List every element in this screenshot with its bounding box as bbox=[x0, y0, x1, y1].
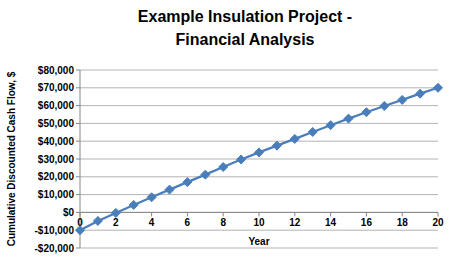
grid-line bbox=[80, 176, 438, 177]
x-tick bbox=[294, 212, 295, 216]
chart-title: Example Insulation Project - Financial An… bbox=[138, 8, 352, 48]
y-tick bbox=[76, 212, 80, 213]
x-tick-label: 6 bbox=[185, 217, 191, 228]
title-line: Example Insulation Project - bbox=[138, 8, 352, 25]
plot-area bbox=[76, 83, 443, 234]
y-tick-label: $60,000 bbox=[38, 100, 75, 111]
x-tick bbox=[151, 212, 152, 216]
x-tick-label: 8 bbox=[220, 217, 226, 228]
chart-container: Example Insulation Project - Financial An… bbox=[0, 0, 450, 263]
y-tick bbox=[76, 141, 80, 142]
data-point bbox=[183, 178, 192, 187]
grid-line bbox=[80, 159, 438, 160]
x-tick bbox=[223, 212, 224, 216]
x-tick-label: 16 bbox=[361, 217, 373, 228]
y-tick-label: $20,000 bbox=[38, 171, 75, 182]
y-tick bbox=[76, 70, 80, 71]
y-tick-label: -$10,000 bbox=[35, 225, 75, 236]
data-point bbox=[165, 185, 174, 194]
data-point bbox=[93, 216, 102, 225]
chart-svg: Example Insulation Project - Financial An… bbox=[0, 0, 450, 263]
y-tick-label: $30,000 bbox=[38, 154, 75, 165]
grid-line bbox=[80, 141, 438, 142]
y-tick bbox=[76, 87, 80, 88]
data-point bbox=[290, 134, 299, 143]
data-point bbox=[237, 155, 246, 164]
y-tick-label: $80,000 bbox=[38, 65, 75, 76]
x-tick-label: 2 bbox=[113, 217, 119, 228]
x-tick-label: 12 bbox=[289, 217, 301, 228]
y-tick-label: $0 bbox=[63, 207, 75, 218]
data-point bbox=[416, 89, 425, 98]
x-tick bbox=[402, 212, 403, 216]
x-axis-title: Year bbox=[248, 236, 269, 247]
x-tick bbox=[259, 212, 260, 216]
y-tick bbox=[76, 159, 80, 160]
data-line bbox=[80, 88, 438, 230]
grid-line bbox=[80, 70, 438, 71]
x-tick-label: 18 bbox=[397, 217, 409, 228]
title-line: Financial Analysis bbox=[175, 31, 314, 48]
x-tick-label: 14 bbox=[325, 217, 337, 228]
x-tick-label: 4 bbox=[149, 217, 155, 228]
y-tick bbox=[76, 123, 80, 124]
data-point bbox=[398, 95, 407, 104]
x-tick bbox=[438, 212, 439, 216]
x-tick bbox=[80, 212, 81, 216]
grid-line bbox=[80, 123, 438, 124]
data-point bbox=[434, 83, 443, 92]
y-tick-label: $40,000 bbox=[38, 136, 75, 147]
y-tick-label: $70,000 bbox=[38, 82, 75, 93]
data-point bbox=[272, 141, 281, 150]
data-point bbox=[111, 208, 120, 217]
data-point bbox=[308, 127, 317, 136]
data-point bbox=[344, 114, 353, 123]
data-point bbox=[147, 193, 156, 202]
x-tick bbox=[330, 212, 331, 216]
y-tick bbox=[76, 194, 80, 195]
data-point bbox=[201, 170, 210, 179]
x-tick-label: 10 bbox=[253, 217, 265, 228]
grid-line bbox=[80, 248, 438, 249]
y-tick bbox=[76, 248, 80, 249]
x-tick bbox=[366, 212, 367, 216]
y-tick bbox=[76, 176, 80, 177]
y-tick-label: $10,000 bbox=[38, 189, 75, 200]
x-tick bbox=[187, 212, 188, 216]
data-point bbox=[129, 200, 138, 209]
y-tick-label: $50,000 bbox=[38, 118, 75, 129]
data-point bbox=[326, 121, 335, 130]
grid-line bbox=[80, 87, 438, 88]
data-point bbox=[362, 108, 371, 117]
data-point bbox=[380, 101, 389, 110]
data-point bbox=[255, 148, 264, 157]
y-tick-label: -$20,000 bbox=[35, 243, 75, 254]
grid-line bbox=[80, 194, 438, 195]
data-point bbox=[219, 163, 228, 172]
y-tick bbox=[76, 105, 80, 106]
data-point bbox=[76, 226, 85, 235]
grid-line bbox=[80, 230, 438, 231]
y-axis-title: Cumulative Discounted Cash Flow, $ bbox=[6, 71, 17, 246]
x-tick-label: 20 bbox=[432, 217, 444, 228]
